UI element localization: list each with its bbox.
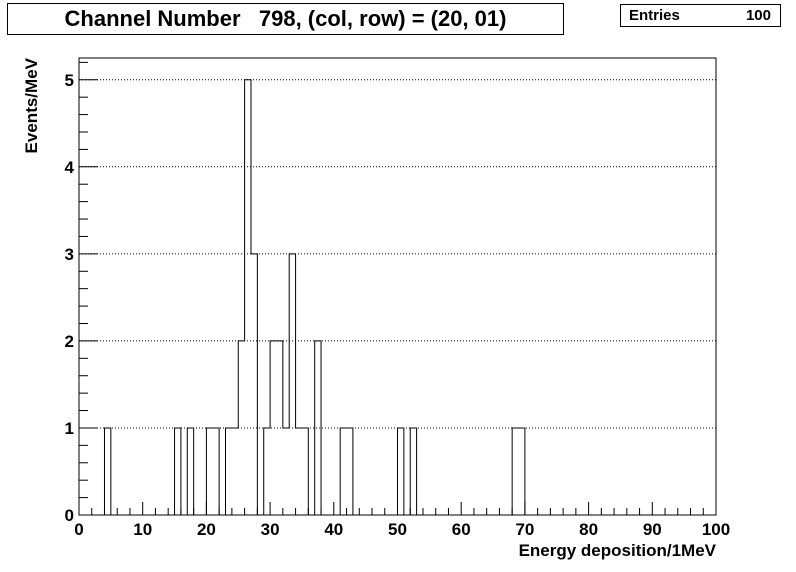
y-tick-label: 4	[65, 158, 75, 177]
y-tick-label: 0	[65, 506, 74, 525]
axis-ticks	[78, 61, 717, 516]
x-tick-label: 80	[579, 520, 598, 539]
x-tick-label: 40	[324, 520, 343, 539]
y-axis-title: Events/MeV	[22, 57, 41, 153]
tick-labels: 0 10 20 30 40 50 60 70 80 90 100 0 1 2 3 4 5	[65, 71, 731, 539]
x-tick-label: 100	[702, 520, 730, 539]
x-tick-label: 70	[515, 520, 534, 539]
y-tick-label: 5	[65, 71, 74, 90]
y-tick-label: 1	[65, 419, 74, 438]
grid-lines	[79, 79, 716, 429]
entries-label: Entries	[629, 7, 680, 24]
x-tick-label: 60	[452, 520, 471, 539]
x-axis-title: Energy deposition/1MeV	[519, 541, 717, 560]
x-tick-label: 50	[388, 520, 407, 539]
x-tick-label: 0	[74, 520, 83, 539]
x-tick-label: 20	[197, 520, 216, 539]
histogram-outline	[79, 79, 716, 516]
stats-box: Entries 100	[620, 4, 781, 27]
x-tick-label: 10	[133, 520, 152, 539]
y-tick-label: 3	[65, 245, 74, 264]
x-tick-label: 90	[643, 520, 662, 539]
x-tick-label: 30	[261, 520, 280, 539]
chart-title: Channel Number 798, (col, row) = (20, 01…	[7, 3, 564, 35]
entries-value: 100	[745, 7, 771, 24]
y-tick-label: 2	[65, 332, 74, 351]
